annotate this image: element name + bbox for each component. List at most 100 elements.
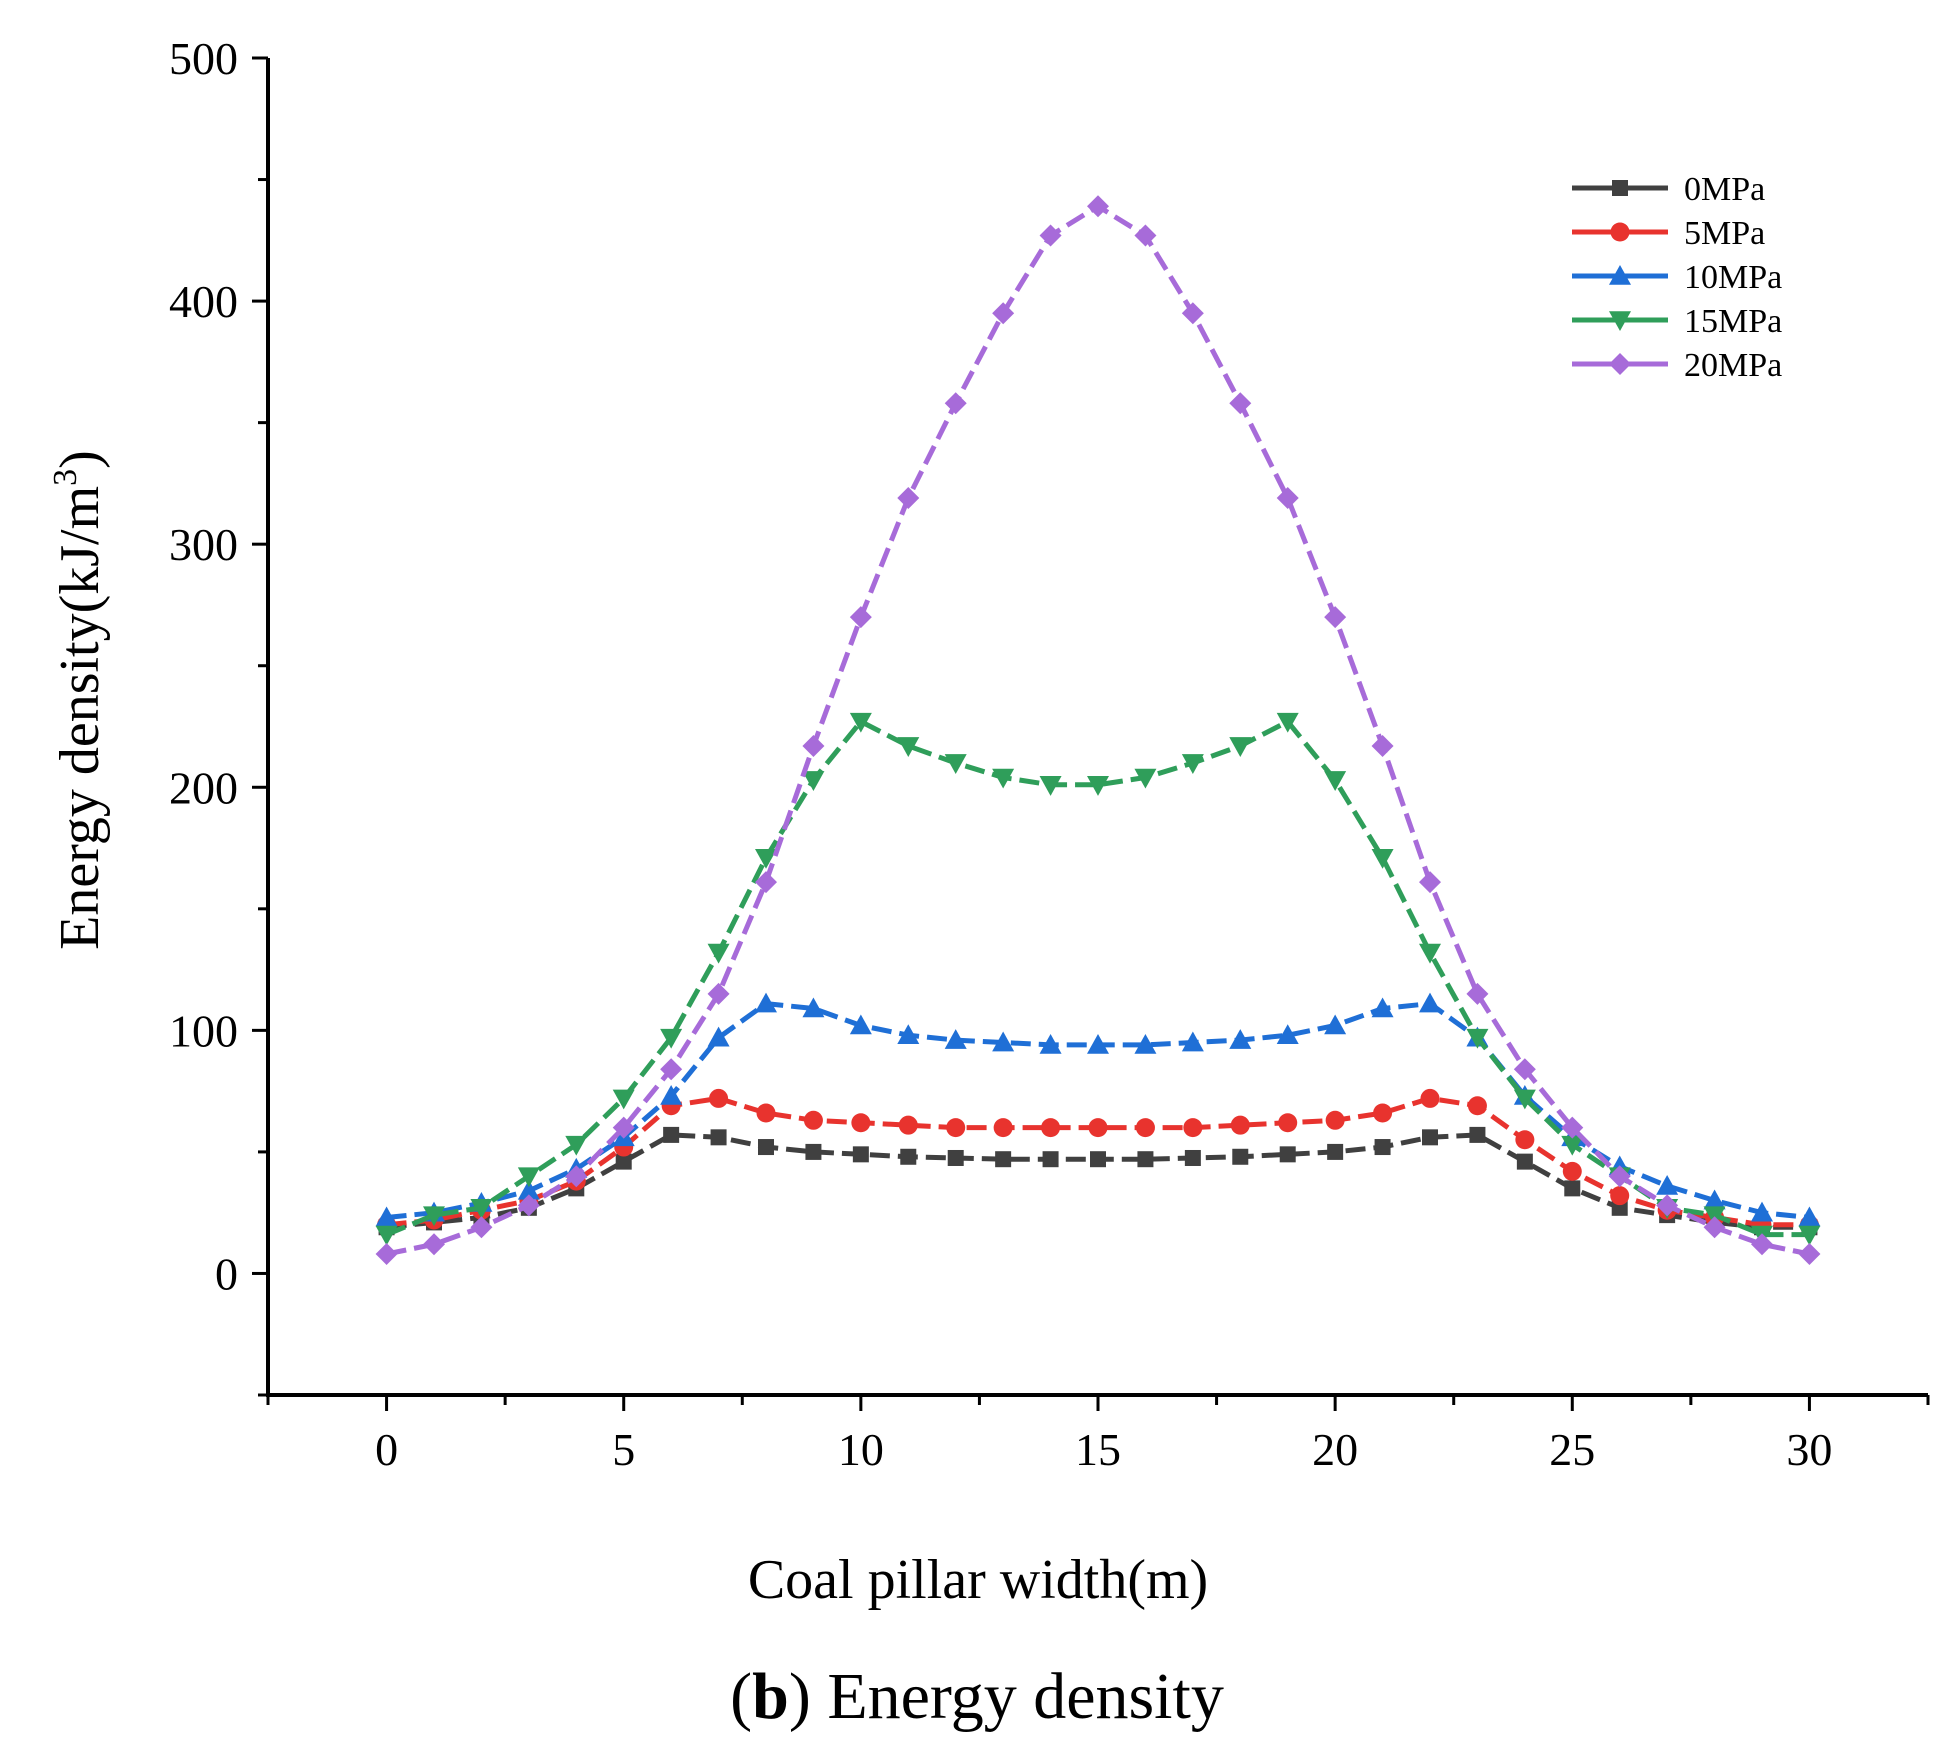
data-point-0mpa [900,1148,917,1165]
y-tick-label: 100 [169,1005,238,1056]
data-point-15mpa [849,712,872,733]
data-point-20mpa [1039,224,1062,247]
data-point-20mpa [1134,224,1157,247]
data-point-0mpa [1042,1151,1059,1168]
legend-item-10mpa: 10MPa [1572,259,1782,296]
data-point-5mpa [1088,1118,1108,1138]
legend-label-10mpa: 10MPa [1684,259,1782,296]
legend-item-0mpa: 0MPa [1572,171,1765,208]
data-point-20mpa [707,982,730,1005]
data-point-20mpa [1087,195,1109,218]
legend: 0MPa 5MPa 10MPa 15MPa 20MPa [1572,171,1782,384]
data-point-15mpa [802,771,825,791]
data-point-10mpa [1087,1033,1109,1054]
data-point-5mpa [1278,1113,1298,1133]
data-point-10mpa [992,1031,1015,1052]
data-point-20mpa [1751,1233,1773,1256]
data-point-15mpa [755,848,777,869]
y-axis-title-superscript: 3 [47,469,84,486]
x-tick-label: 0 [375,1424,398,1475]
legend-label-20mpa: 20MPa [1684,347,1782,384]
data-point-5mpa [1041,1118,1061,1138]
data-point-20mpa [1229,392,1252,415]
data-point-5mpa [756,1103,776,1123]
data-point-0mpa [1564,1180,1581,1197]
data-point-10mpa [1419,992,1441,1013]
data-point-20mpa [1656,1194,1679,1217]
data-point-10mpa [755,992,777,1013]
data-point-5mpa [1467,1096,1487,1116]
data-point-0mpa [805,1143,822,1160]
figure-caption: (b) Energy density [730,1660,1224,1733]
data-point-20mpa [802,734,825,757]
data-point-15mpa [565,1135,588,1156]
x-tick-label: 25 [1549,1424,1595,1475]
data-point-15mpa [517,1167,540,1188]
data-point-5mpa [993,1118,1013,1138]
data-point-15mpa [1703,1206,1726,1227]
data-point-0mpa [663,1126,680,1143]
y-tick-label: 200 [169,762,238,813]
data-point-15mpa [1087,776,1109,796]
legend-marker-10mpa [1609,265,1631,285]
data-point-20mpa [1276,486,1299,509]
data-point-15mpa [897,737,920,757]
data-point-10mpa [1039,1033,1062,1054]
data-point-0mpa [1232,1148,1249,1165]
data-point-10mpa [802,997,825,1018]
data-point-10mpa [1229,1029,1252,1049]
data-point-0mpa [615,1153,632,1170]
data-point-20mpa [1798,1243,1821,1266]
data-point-0mpa [1327,1143,1344,1160]
data-point-0mpa [1469,1126,1486,1143]
data-point-20mpa [1513,1058,1536,1081]
data-point-20mpa [897,486,920,509]
data-point-15mpa [1181,754,1204,774]
data-point-10mpa [1181,1031,1204,1052]
series-15mpa [375,712,1821,1246]
series-10mpa [375,992,1821,1227]
legend-label-15mpa: 15MPa [1684,303,1782,340]
data-point-15mpa [1466,1028,1489,1049]
data-point-5mpa [898,1115,918,1135]
data-point-15mpa [992,768,1015,789]
data-point-20mpa [1703,1216,1726,1239]
caption-open-paren: ( [730,1660,752,1733]
data-point-20mpa [849,606,872,629]
data-point-20mpa [423,1233,445,1256]
data-point-0mpa [1184,1149,1201,1166]
data-point-10mpa [707,1026,730,1047]
caption-close-paren: ) [789,1660,811,1733]
data-point-5mpa [1420,1088,1440,1108]
y-axis-title-main: Energy density(kJ/m [49,486,111,950]
data-point-0mpa [1516,1153,1533,1170]
data-point-15mpa [1134,768,1157,789]
data-point-10mpa [1276,1024,1299,1045]
data-point-20mpa [944,392,967,415]
data-point-20mpa [660,1058,683,1081]
data-point-15mpa [660,1028,683,1049]
y-tick-label: 500 [169,33,238,84]
data-point-20mpa [1466,982,1489,1005]
data-point-15mpa [1276,712,1299,733]
data-point-5mpa [1610,1186,1630,1206]
data-point-10mpa [517,1179,540,1200]
x-tick-label: 5 [612,1424,635,1475]
data-point-5mpa [1135,1118,1155,1138]
data-point-20mpa [375,1243,398,1266]
data-point-15mpa [1324,771,1347,791]
data-point-20mpa [1324,606,1347,629]
caption-text: Energy density [811,1660,1224,1733]
data-point-10mpa [1703,1189,1726,1210]
data-point-5mpa [1373,1103,1393,1123]
data-point-5mpa [1515,1130,1535,1150]
data-point-10mpa [1134,1033,1157,1054]
data-point-5mpa [803,1110,823,1130]
data-point-20mpa [1608,1165,1631,1188]
x-tick-label: 15 [1075,1424,1121,1475]
data-point-15mpa [1229,737,1252,757]
data-point-5mpa [1562,1161,1582,1181]
data-point-0mpa [1090,1151,1106,1168]
data-point-20mpa [612,1116,635,1139]
